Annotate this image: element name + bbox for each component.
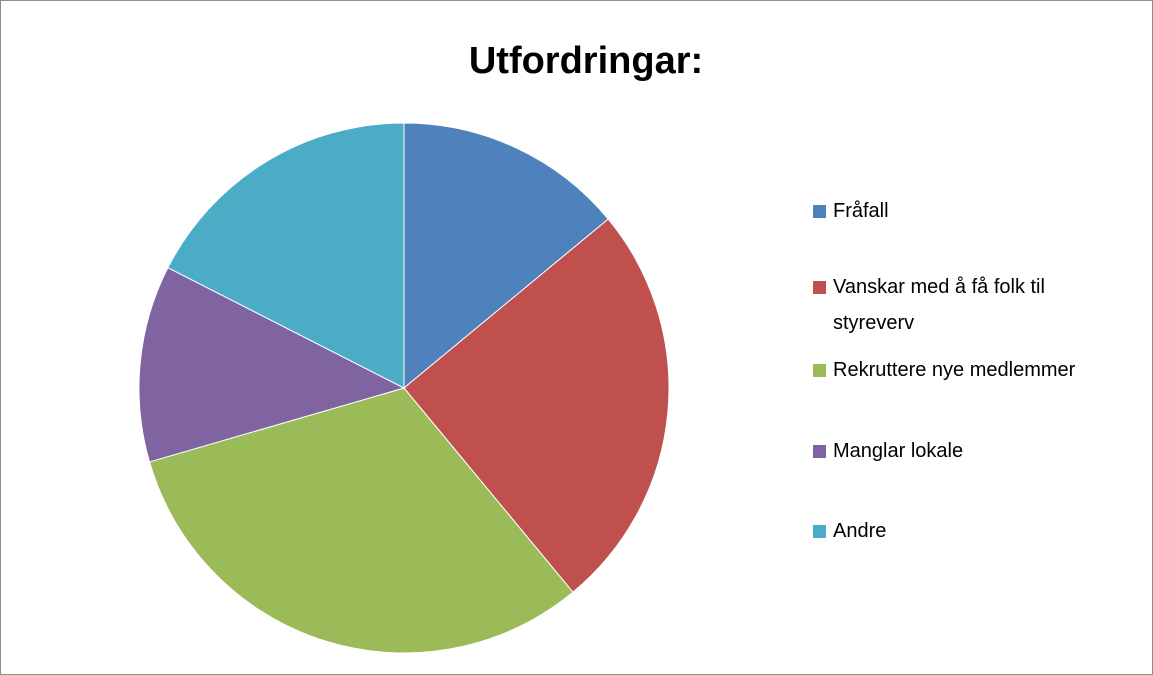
legend-item: Manglar lokale <box>813 433 1113 469</box>
legend-swatch <box>813 445 826 458</box>
legend-item: Fråfall <box>813 193 1113 229</box>
legend-swatch <box>813 281 826 294</box>
legend-item: Andre <box>813 513 1113 549</box>
pie-slice <box>167 122 405 389</box>
pie-slice <box>403 218 670 593</box>
legend-swatch <box>813 205 826 218</box>
legend-item: Vanskar med å få folk til styreverv <box>813 269 1113 341</box>
pie-slice <box>138 267 406 463</box>
chart-title: Utfordringar: <box>469 40 703 82</box>
pie-slice <box>403 122 609 390</box>
legend-label: Fråfall <box>833 200 889 222</box>
legend-swatch <box>813 364 826 377</box>
legend-label: Vanskar med å få folk til styreverv <box>833 276 1045 334</box>
legend-label: Andre <box>833 520 887 542</box>
legend-label: Manglar lokale <box>833 440 964 462</box>
legend-label: Rekruttere nye medlemmer <box>833 359 1076 381</box>
pie-slice <box>148 387 574 654</box>
legend-swatch <box>813 525 826 538</box>
legend-item: Rekruttere nye medlemmer <box>813 352 1113 388</box>
